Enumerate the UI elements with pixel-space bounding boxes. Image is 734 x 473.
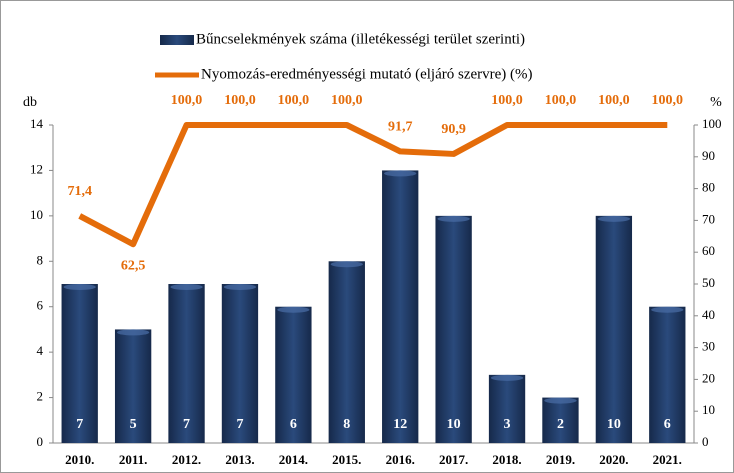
bar-value-label: 3 xyxy=(504,417,511,432)
bar-value-label: 10 xyxy=(607,417,621,432)
x-tick-label: 2017. xyxy=(439,452,468,467)
y-tick-label: 8 xyxy=(37,252,44,267)
bar-value-label: 2 xyxy=(557,417,564,432)
bar xyxy=(275,306,312,443)
y2-tick-label: 40 xyxy=(702,307,715,322)
line xyxy=(78,122,668,248)
bar xyxy=(649,306,686,443)
y-tick-label: 14 xyxy=(30,116,44,131)
x-tick-label: 2019. xyxy=(546,452,575,467)
y2-tick-label: 20 xyxy=(702,370,715,385)
y-tick-label: 4 xyxy=(37,343,44,358)
y-tick-label: 6 xyxy=(37,298,44,313)
bar-cap xyxy=(437,215,470,222)
line-value-label: 100,0 xyxy=(545,93,577,108)
y2-tick-label: 80 xyxy=(702,180,715,195)
x-tick-label: 2018. xyxy=(492,452,521,467)
bar-cap xyxy=(170,284,203,290)
line-value-label: 100,0 xyxy=(278,93,310,108)
x-tick-label: 2014. xyxy=(279,452,308,467)
bar xyxy=(221,284,259,443)
line-value-label: 100,0 xyxy=(171,93,203,108)
y2-tick-label: 50 xyxy=(702,275,715,290)
bar xyxy=(595,215,633,443)
legend-label: Nyomozás-eredményességi mutató (eljáró s… xyxy=(201,66,533,82)
bar-value-label: 7 xyxy=(183,417,190,432)
y-tick-label: 2 xyxy=(37,389,44,404)
y-tick-label: 12 xyxy=(30,161,43,176)
legend-label: Bűncselekmények száma (illetékességi ter… xyxy=(196,31,525,47)
bar-cap xyxy=(490,374,524,381)
line-value-label: 100,0 xyxy=(652,93,684,108)
bar-value-label: 8 xyxy=(343,417,350,432)
y2-tick-label: 30 xyxy=(702,339,715,354)
bar-cap xyxy=(544,397,577,404)
bar xyxy=(61,284,98,443)
bar-value-label: 12 xyxy=(393,417,407,432)
line-value-label: 90,9 xyxy=(441,122,466,137)
x-tick-label: 2012. xyxy=(172,452,201,467)
y-tick-label: 10 xyxy=(30,207,43,222)
x-tick-label: 2021. xyxy=(653,452,682,467)
line-value-label: 62,5 xyxy=(121,258,146,273)
y2-tick-label: 70 xyxy=(702,211,715,226)
bar-value-label: 5 xyxy=(130,417,137,432)
bar-cap xyxy=(223,284,257,290)
y2-tick-label: 0 xyxy=(702,434,709,449)
y-axis-title: db xyxy=(23,95,37,110)
bar xyxy=(382,170,419,443)
line-value-label: 100,0 xyxy=(224,93,256,108)
y2-tick-label: 60 xyxy=(702,243,715,258)
line-value-label: 91,7 xyxy=(388,120,413,135)
bar xyxy=(328,261,365,443)
y-tick-label: 0 xyxy=(37,434,44,449)
legend-swatch xyxy=(160,35,194,45)
bar-cap xyxy=(330,261,363,268)
x-tick-label: 2015. xyxy=(332,452,361,467)
bar xyxy=(542,397,579,443)
y2-tick-label: 100 xyxy=(702,116,722,131)
x-tick-label: 2013. xyxy=(225,452,254,467)
x-tick-label: 2020. xyxy=(599,452,628,467)
bar-value-label: 6 xyxy=(290,417,297,432)
y2-axis-title: % xyxy=(710,95,722,110)
bar-value-label: 7 xyxy=(236,417,243,432)
line-value-label: 71,4 xyxy=(67,184,92,199)
line-value-label: 100,0 xyxy=(598,93,630,108)
bar-value-label: 10 xyxy=(447,417,461,432)
bar xyxy=(488,374,526,443)
line-value-label: 100,0 xyxy=(491,93,523,108)
x-tick-label: 2011. xyxy=(119,452,148,467)
bar-cap xyxy=(384,170,417,177)
bar xyxy=(168,284,205,443)
bar xyxy=(435,215,472,443)
bar xyxy=(114,329,152,443)
bar-cap xyxy=(63,284,96,290)
x-tick-label: 2016. xyxy=(386,452,415,467)
bar-cap xyxy=(277,306,310,313)
bar-cap xyxy=(116,329,150,336)
bar-cap xyxy=(597,215,631,222)
x-tick-label: 2010. xyxy=(65,452,94,467)
y2-tick-label: 10 xyxy=(702,402,715,417)
bar-value-label: 6 xyxy=(664,417,671,432)
line-value-label: 100,0 xyxy=(331,93,363,108)
bar-value-label: 7 xyxy=(76,417,83,432)
y2-tick-label: 90 xyxy=(702,148,715,163)
bar-cap xyxy=(651,306,684,313)
